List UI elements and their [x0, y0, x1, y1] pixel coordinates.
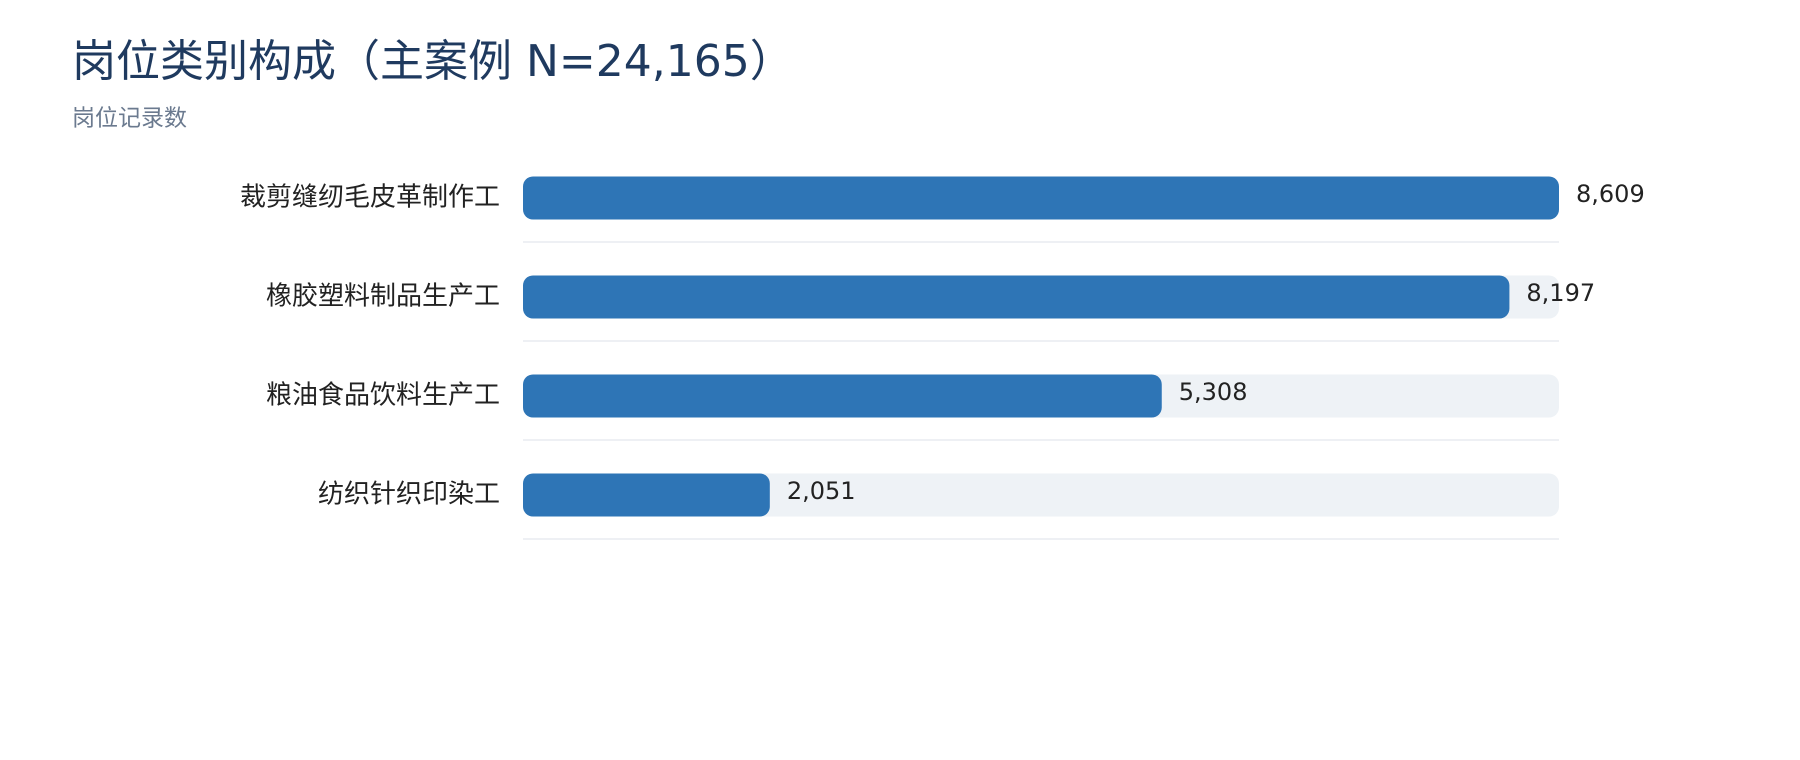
chart-title: 岗位类别构成（主案例 N=24,165） — [72, 36, 794, 87]
category-label: 橡胶塑料制品生产工 — [266, 282, 500, 312]
chart-subtitle: 岗位记录数 — [72, 106, 187, 132]
category-label: 裁剪缝纫毛皮革制作工 — [240, 183, 500, 213]
bar — [523, 176, 1559, 220]
bar — [523, 473, 770, 517]
category-label: 粮油食品饮料生产工 — [266, 381, 500, 411]
value-label: 8,609 — [1576, 180, 1645, 208]
bar — [523, 374, 1162, 418]
category-label: 纺织针织印染工 — [318, 480, 500, 510]
value-label: 2,051 — [787, 477, 856, 505]
bar — [523, 275, 1510, 319]
value-label: 8,197 — [1526, 279, 1595, 307]
value-label: 5,308 — [1179, 378, 1248, 406]
bar-track — [523, 473, 1559, 517]
